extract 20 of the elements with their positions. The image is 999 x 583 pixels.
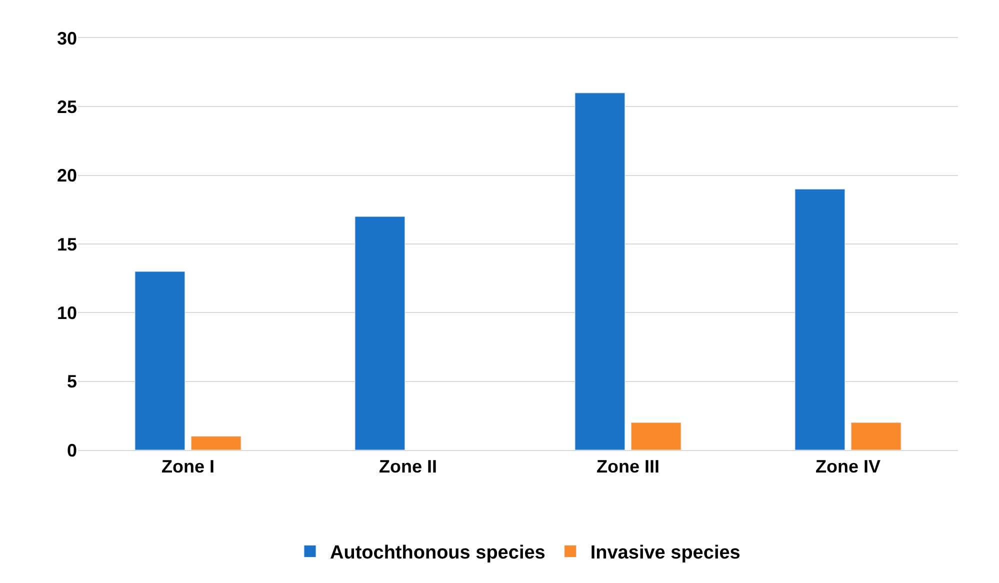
x-tick-label: Zone II (379, 456, 437, 477)
bar (794, 188, 846, 450)
legend-label: Invasive species (590, 542, 740, 564)
x-tick-label: Zone I (162, 456, 214, 477)
bar (190, 436, 242, 450)
y-tick-label: 30 (56, 28, 77, 48)
x-tick-label: Zone IV (815, 456, 881, 477)
y-tick-label: 15 (56, 234, 77, 254)
y-tick-label: 5 (66, 372, 77, 392)
bar (850, 422, 902, 450)
bar (630, 422, 682, 450)
bar (134, 271, 186, 450)
y-tick-label: 0 (66, 440, 77, 460)
bar (354, 216, 406, 450)
legend-label: Autochthonous species (330, 542, 546, 564)
y-tick-label: 10 (56, 302, 77, 323)
x-tick-label: Zone III (596, 456, 660, 477)
y-tick-label: 20 (56, 166, 77, 186)
bar (574, 92, 626, 450)
y-tick-label: 25 (56, 96, 77, 117)
